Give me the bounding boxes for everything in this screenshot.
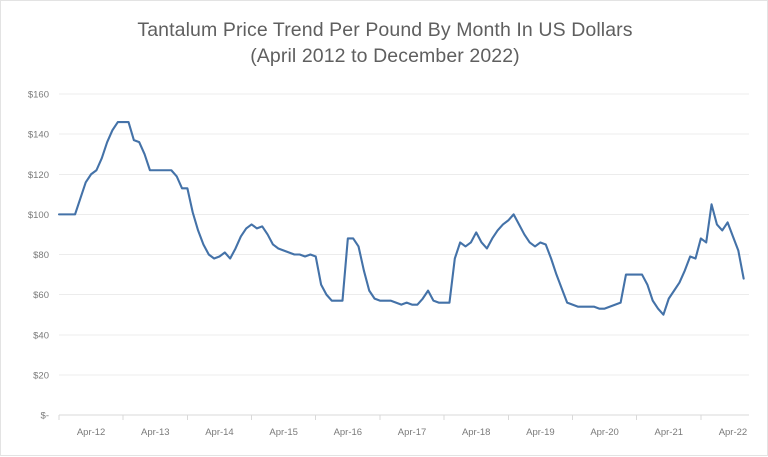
x-axis-tick-label: Apr-12	[77, 427, 106, 438]
x-axis-tick-label: Apr-13	[141, 427, 170, 438]
x-axis-tick-label: Apr-22	[719, 427, 748, 438]
chart-title: Tantalum Price Trend Per Pound By Month …	[1, 17, 768, 69]
y-axis-tick-label: $60	[33, 290, 49, 301]
chart-title-line1: Tantalum Price Trend Per Pound By Month …	[137, 19, 633, 41]
y-axis-tick-label: $80	[33, 250, 49, 261]
x-axis-labels: Apr-12 Apr-13 Apr-14 Apr-15 Apr-16 Apr-17 Apr-…	[77, 427, 747, 438]
y-axis-tick-label: $100	[28, 210, 49, 221]
x-axis-tick-label: Apr-14	[205, 427, 234, 438]
y-axis-tick-label: $160	[28, 90, 49, 101]
y-axis-tick-label: $-	[41, 411, 49, 422]
x-axis-tick-label: Apr-16	[334, 427, 363, 438]
x-axis-tick-label: Apr-18	[462, 427, 491, 438]
y-axis-tick-label: $140	[28, 130, 49, 141]
x-axis-tick-label: Apr-15	[269, 427, 298, 438]
y-axis-tick-label: $20	[33, 370, 49, 381]
x-axis-tick-label: Apr-19	[526, 427, 555, 438]
y-axis-labels: $- $20 $40 $60 $80 $100 $120 $140 $160	[28, 90, 49, 422]
x-axis	[58, 415, 702, 420]
x-axis-tick-label: Apr-17	[398, 427, 427, 438]
y-axis-tick-label: $40	[33, 330, 49, 341]
y-axis-tick-label: $120	[28, 170, 49, 181]
price-line-series	[57, 121, 745, 316]
gridlines	[59, 93, 749, 416]
x-axis-tick-label: Apr-20	[590, 427, 619, 438]
x-axis-tick-label: Apr-21	[655, 427, 684, 438]
chart-subtitle: (April 2012 to December 2022)	[250, 45, 520, 67]
